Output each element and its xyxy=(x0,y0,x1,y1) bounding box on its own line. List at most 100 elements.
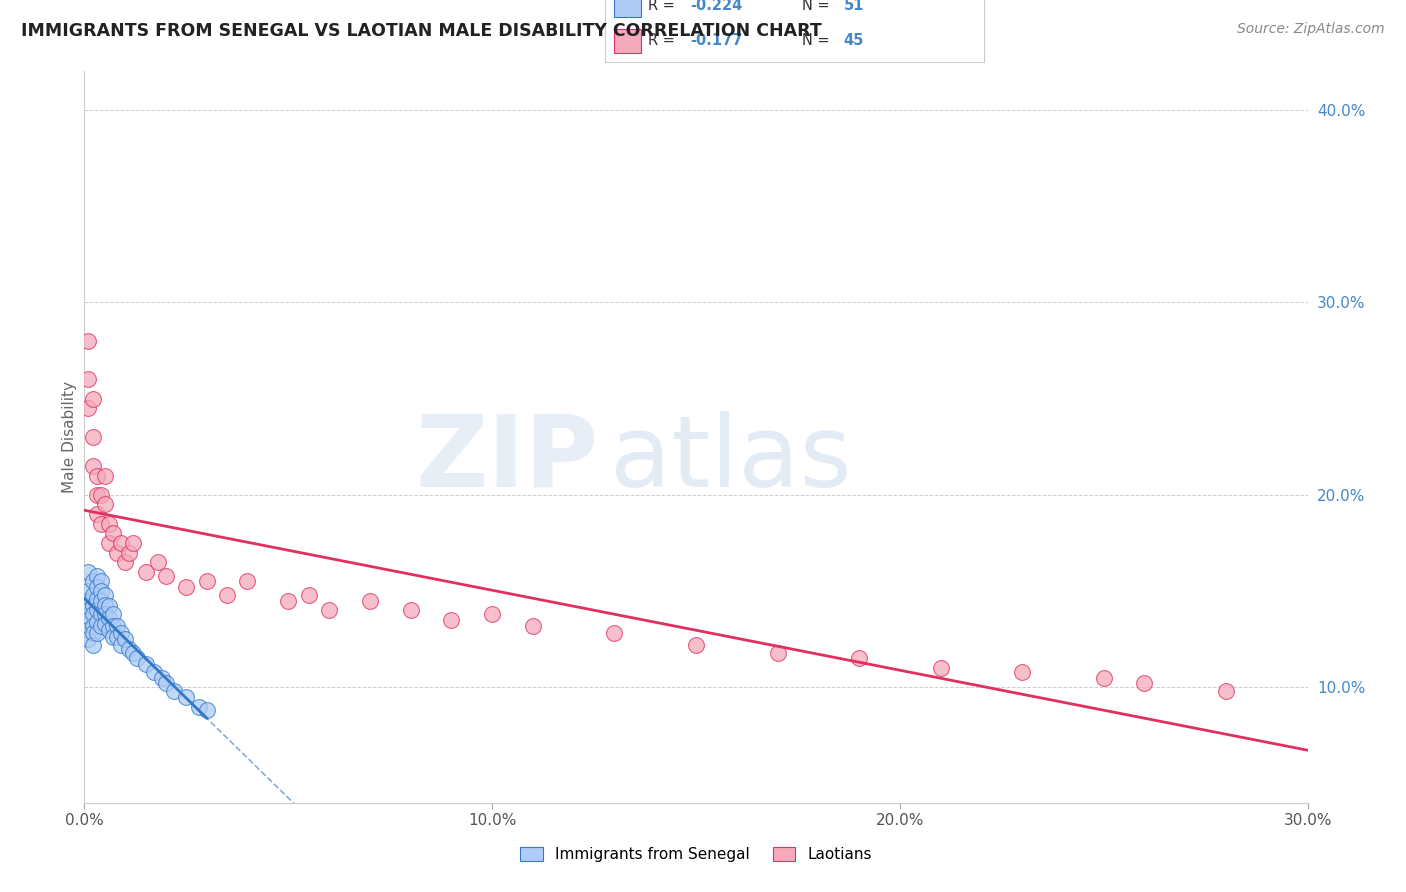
Point xyxy=(155,676,177,690)
Point xyxy=(1092,671,1115,685)
Text: Source: ZipAtlas.com: Source: ZipAtlas.com xyxy=(1237,22,1385,37)
Point xyxy=(77,372,100,386)
Point xyxy=(86,568,108,582)
Point xyxy=(217,588,239,602)
Point xyxy=(86,488,108,502)
Point xyxy=(101,618,124,632)
Point xyxy=(77,565,100,579)
Point xyxy=(82,618,104,632)
Text: atlas: atlas xyxy=(610,410,852,508)
Point xyxy=(399,603,422,617)
Point xyxy=(86,507,108,521)
Point xyxy=(82,430,104,444)
Text: -0.177: -0.177 xyxy=(690,33,742,48)
Point xyxy=(82,574,104,589)
Point xyxy=(110,638,132,652)
Point xyxy=(82,607,104,622)
Point xyxy=(93,607,115,622)
Point xyxy=(848,651,870,665)
Point xyxy=(93,468,115,483)
Point xyxy=(82,458,104,473)
Point xyxy=(110,536,132,550)
Text: ZIP: ZIP xyxy=(415,410,598,508)
Point xyxy=(82,599,104,614)
Point xyxy=(359,593,381,607)
Point xyxy=(142,665,165,679)
Point xyxy=(105,618,128,632)
Point xyxy=(236,574,259,589)
Point xyxy=(90,607,112,622)
Point xyxy=(77,603,100,617)
Point xyxy=(146,555,169,569)
Point xyxy=(122,536,145,550)
Point xyxy=(97,623,120,637)
Point xyxy=(90,488,112,502)
Point xyxy=(90,584,112,599)
Point xyxy=(105,630,128,644)
Point xyxy=(77,584,100,599)
Point xyxy=(1133,676,1156,690)
Point xyxy=(122,646,145,660)
Point xyxy=(86,603,108,617)
Point xyxy=(318,603,340,617)
Point xyxy=(603,626,626,640)
Point xyxy=(90,574,112,589)
Point xyxy=(135,657,157,672)
Point xyxy=(77,613,100,627)
Point xyxy=(1011,665,1033,679)
Point xyxy=(298,588,321,602)
Point xyxy=(118,641,141,656)
Point xyxy=(77,593,100,607)
Point xyxy=(82,588,104,602)
FancyBboxPatch shape xyxy=(614,0,641,18)
Point xyxy=(277,593,299,607)
Point xyxy=(97,599,120,614)
Point xyxy=(110,626,132,640)
Point xyxy=(77,401,100,416)
Point xyxy=(82,638,104,652)
Text: 45: 45 xyxy=(844,33,865,48)
Point xyxy=(195,574,218,589)
Point xyxy=(127,651,149,665)
Point xyxy=(105,545,128,559)
Point xyxy=(155,568,177,582)
Text: -0.224: -0.224 xyxy=(690,0,742,13)
Point xyxy=(150,671,173,685)
Point xyxy=(766,646,789,660)
Point xyxy=(97,536,120,550)
Point xyxy=(82,392,104,406)
Y-axis label: Male Disability: Male Disability xyxy=(62,381,77,493)
Point xyxy=(86,626,108,640)
Text: N =: N = xyxy=(801,33,834,48)
Point xyxy=(90,618,112,632)
Point xyxy=(522,618,544,632)
Point xyxy=(685,638,707,652)
Point xyxy=(929,661,952,675)
Point xyxy=(93,498,115,512)
Point xyxy=(90,593,112,607)
Point xyxy=(1215,684,1237,698)
Point xyxy=(101,607,124,622)
Point xyxy=(90,516,112,531)
Point xyxy=(101,526,124,541)
Point xyxy=(135,565,157,579)
Point xyxy=(114,555,136,569)
Point xyxy=(77,632,100,647)
Point xyxy=(195,703,218,717)
Point xyxy=(77,334,100,348)
Point xyxy=(86,580,108,594)
Point xyxy=(118,545,141,559)
Text: 51: 51 xyxy=(844,0,865,13)
Point xyxy=(187,699,209,714)
Point xyxy=(440,613,463,627)
Text: N =: N = xyxy=(801,0,834,13)
Point xyxy=(82,626,104,640)
Point xyxy=(86,615,108,629)
Point xyxy=(77,623,100,637)
Text: R =: R = xyxy=(648,33,679,48)
Point xyxy=(174,690,197,704)
Point xyxy=(86,468,108,483)
Point xyxy=(97,611,120,625)
Point xyxy=(114,632,136,647)
Point xyxy=(163,684,186,698)
